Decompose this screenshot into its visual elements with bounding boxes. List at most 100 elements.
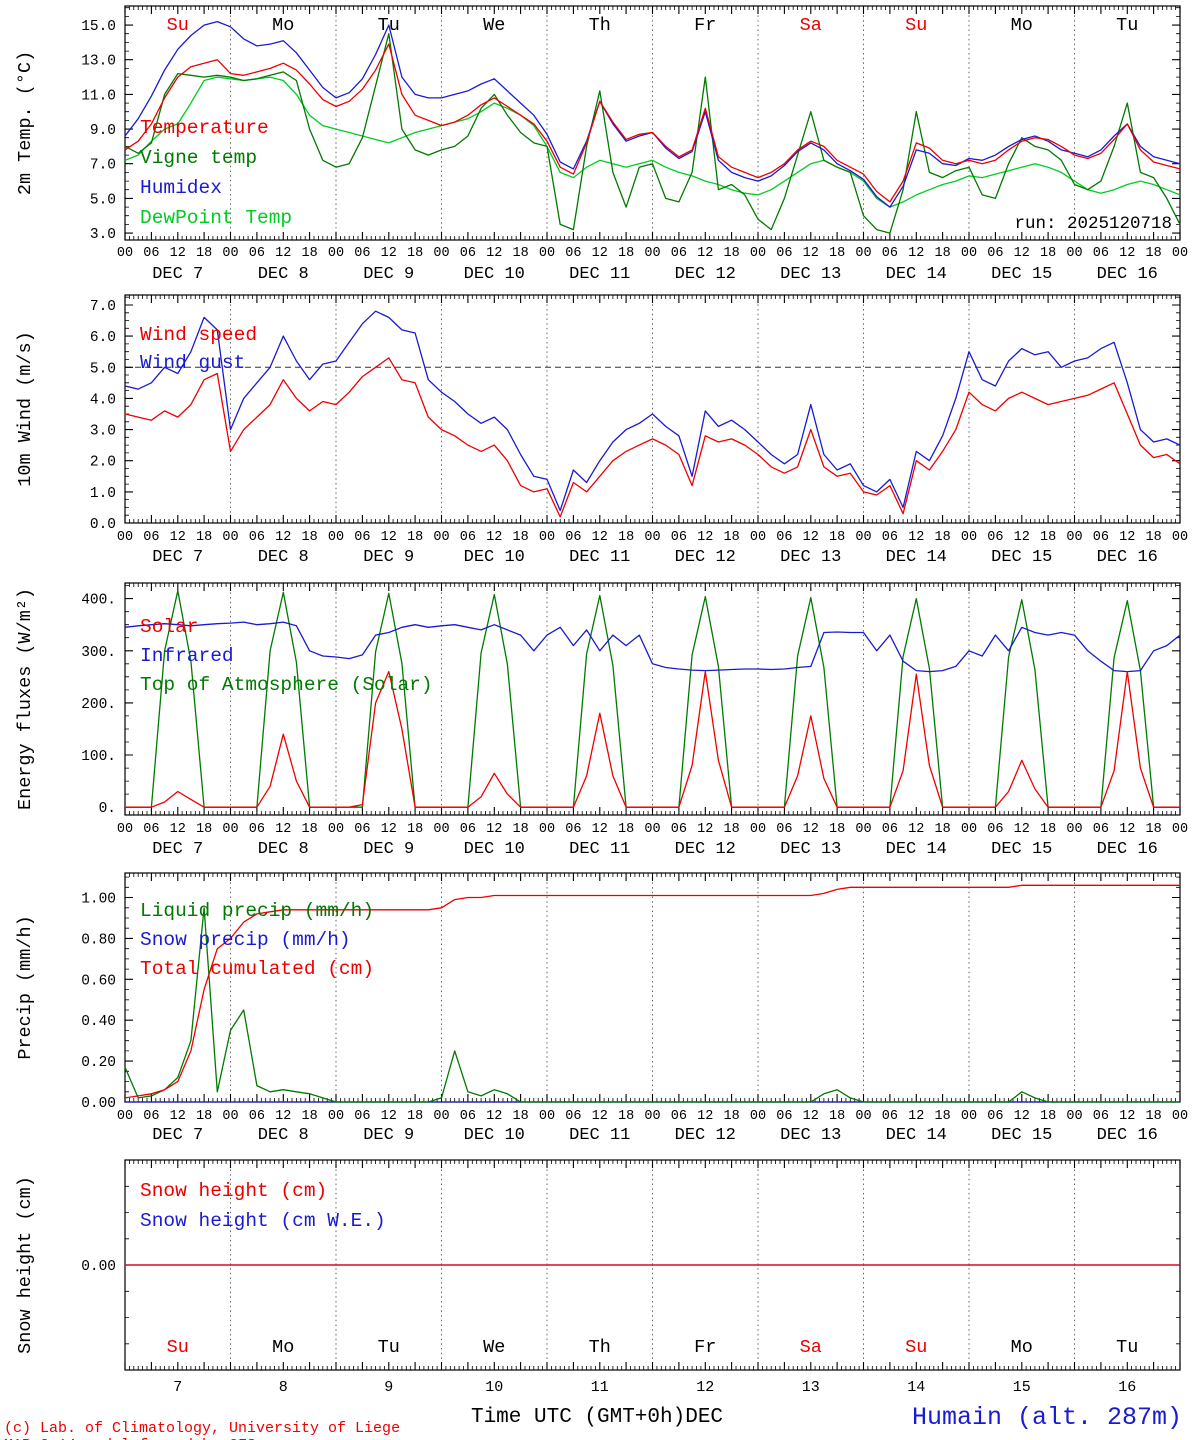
- hour-label: 12: [381, 530, 397, 545]
- minor-ticks: [125, 583, 1180, 815]
- day-name: Th: [589, 1337, 611, 1358]
- footer: MARv3.14 model forced by GFS (c) Lab. of…: [0, 1400, 1194, 1440]
- series-total-cumulated-cm: [124, 884, 1180, 1099]
- hour-label: 18: [196, 246, 212, 261]
- hour-label: 00: [222, 822, 238, 837]
- hour-label: 06: [354, 530, 370, 545]
- hour-label: 18: [1040, 822, 1056, 837]
- hour-label: 12: [908, 246, 924, 261]
- hour-label: 12: [381, 246, 397, 261]
- hour-label: 06: [565, 1109, 581, 1124]
- day-name: Mo: [272, 15, 294, 36]
- hour-label: 00: [222, 1109, 238, 1124]
- hour-label: 18: [1146, 822, 1162, 837]
- day-name: We: [483, 1337, 505, 1358]
- hour-label: 00: [539, 822, 555, 837]
- hour-label: 12: [170, 1109, 186, 1124]
- hour-label: 06: [671, 530, 687, 545]
- hour-label: 00: [961, 530, 977, 545]
- hour-label: 12: [697, 822, 713, 837]
- hour-label: 00: [1066, 822, 1082, 837]
- legend-snow-height-cm-w-e: Snow height (cm W.E.): [140, 1210, 386, 1232]
- legend-snow-precip-mm-h: Snow precip (mm/h): [140, 929, 351, 951]
- day-number: 13: [802, 1379, 820, 1396]
- date-label: DEC 12: [675, 1126, 736, 1145]
- date-label: DEC 9: [363, 265, 414, 284]
- legend-wind-gust: Wind gust: [140, 352, 245, 374]
- legend-humidex: Humidex: [140, 177, 222, 199]
- hour-label: 18: [724, 822, 740, 837]
- panel-snow-chart: 0.00 Snow height (cm) Su Mo Tu We Th Fr Sa Su Mo Tu…: [15, 1159, 1181, 1396]
- lab-credit: (c) Lab. of Climatology, University of L…: [4, 1420, 401, 1437]
- hour-label: 06: [882, 1109, 898, 1124]
- date-label: DEC 14: [886, 548, 947, 567]
- hour-label: 12: [908, 1109, 924, 1124]
- y-tick-label: 11.0: [81, 88, 116, 104]
- hour-label: 00: [750, 246, 766, 261]
- hour-label: 00: [644, 246, 660, 261]
- hour-label: 12: [170, 822, 186, 837]
- hour-label: 12: [908, 530, 924, 545]
- day-number: 15: [1013, 1379, 1031, 1396]
- y-tick-label: 0.60: [81, 973, 116, 989]
- hour-label: 12: [697, 530, 713, 545]
- hour-label: 18: [407, 530, 423, 545]
- hour-label: 06: [987, 246, 1003, 261]
- hour-label: 00: [961, 822, 977, 837]
- hour-label: 12: [1119, 1109, 1135, 1124]
- date-label: DEC 9: [363, 840, 414, 859]
- hour-label: 18: [618, 530, 634, 545]
- date-label: DEC 8: [258, 265, 309, 284]
- day-name: Fr: [694, 15, 716, 36]
- hour-label: 18: [407, 822, 423, 837]
- hour-label: 06: [1093, 530, 1109, 545]
- panel-precip-chart: 0.00 0.20 0.40 0.60 0.80 1.00 Precip (mm/h) 00 0…: [15, 872, 1188, 1145]
- y-tick-label: 2.0: [90, 455, 116, 471]
- y-tick-label: 0.20: [81, 1055, 116, 1071]
- hour-label: 18: [829, 1109, 845, 1124]
- time-axis-label: Time UTC (GMT+0h)DEC: [470, 1406, 724, 1429]
- day-name: Su: [167, 15, 189, 36]
- minor-ticks: [125, 6, 1180, 240]
- hour-label: 18: [196, 1109, 212, 1124]
- hour-label: 00: [117, 246, 133, 261]
- hour-label: 18: [935, 822, 951, 837]
- hour-label: 06: [987, 822, 1003, 837]
- hour-label: 00: [644, 1109, 660, 1124]
- date-label: DEC 7: [152, 1126, 203, 1145]
- hour-label: 06: [354, 822, 370, 837]
- hour-label: 06: [987, 530, 1003, 545]
- hour-label: 00: [1066, 530, 1082, 545]
- hour-label: 18: [513, 1109, 529, 1124]
- hour-label: 00: [222, 530, 238, 545]
- hour-label: 00: [750, 530, 766, 545]
- series-top-of-atmosphere-solar: [125, 590, 1180, 808]
- panel-wind-chart: 0.0 1.0 2.0 3.0 4.0 5.0 6.0 7.0 10m Wind (m/s) 00…: [15, 294, 1188, 567]
- plot-frame: [124, 582, 1181, 816]
- hour-label: 06: [1093, 246, 1109, 261]
- hour-label: 12: [170, 246, 186, 261]
- hour-label: 12: [486, 246, 502, 261]
- date-label: DEC 15: [991, 840, 1052, 859]
- hour-label: 18: [302, 530, 318, 545]
- hour-label: 12: [803, 246, 819, 261]
- date-label: DEC 8: [258, 548, 309, 567]
- hour-label: 12: [486, 1109, 502, 1124]
- hour-label: 00: [750, 1109, 766, 1124]
- credits: MARv3.14 model forced by GFS (c) Lab. of…: [4, 1401, 400, 1440]
- y-tick-label: 100.: [81, 749, 116, 765]
- y-tick-label: 3.0: [90, 424, 116, 440]
- date-label: DEC 7: [152, 840, 203, 859]
- hour-label: 00: [328, 822, 344, 837]
- date-label: DEC 14: [886, 840, 947, 859]
- run-label: run: 2025120718: [1014, 214, 1172, 234]
- series-wind-speed: [124, 357, 1181, 518]
- y-tick-label: 300.: [81, 645, 116, 661]
- date-label: DEC 16: [1097, 840, 1158, 859]
- date-label: DEC 13: [780, 840, 841, 859]
- day-name: Mo: [1011, 1337, 1033, 1358]
- hour-label: 18: [618, 822, 634, 837]
- hour-label: 06: [776, 822, 792, 837]
- hour-label: 18: [302, 1109, 318, 1124]
- date-label: DEC 10: [464, 840, 525, 859]
